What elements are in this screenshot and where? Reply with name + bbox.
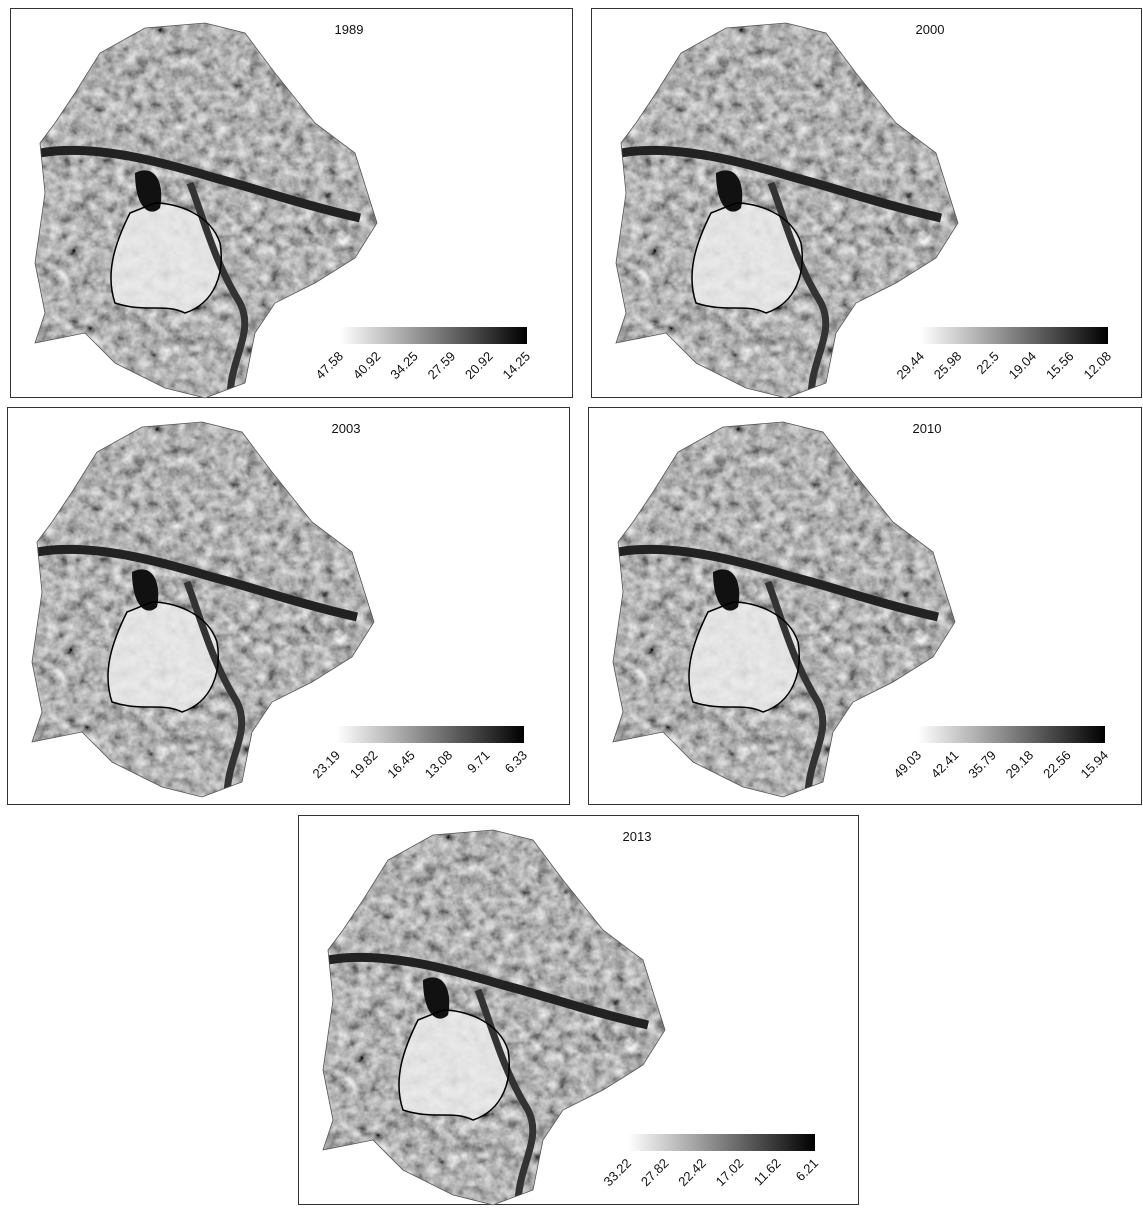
figure: 198947.5840.9234.2527.5920.9214.25200029… — [0, 0, 1143, 1207]
colorbar — [921, 327, 1108, 344]
colorbar — [337, 726, 524, 743]
colorbar — [628, 1134, 815, 1151]
panel-title: 2000 — [916, 22, 945, 37]
panel-title: 1989 — [335, 22, 364, 37]
panel-title: 2013 — [623, 829, 652, 844]
colorbar — [918, 726, 1105, 743]
colorbar — [340, 327, 527, 344]
panel-title: 2010 — [913, 421, 942, 436]
panel-title: 2003 — [332, 421, 361, 436]
